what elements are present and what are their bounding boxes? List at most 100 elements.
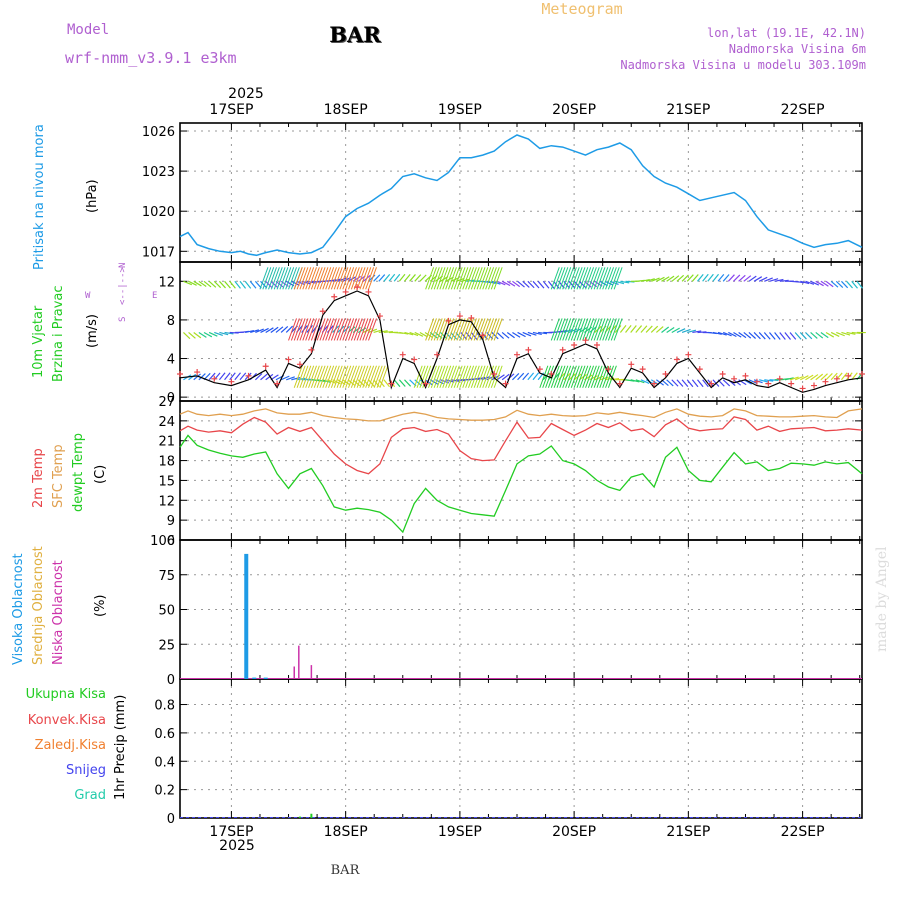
wind-ytick-label: 8: [167, 314, 175, 329]
cloud-ytick-label: 0: [167, 673, 175, 688]
gust-marker: [525, 346, 532, 353]
wind-arrow: [208, 280, 217, 288]
wind-hatch: [353, 267, 363, 290]
wind-arrow: [619, 325, 627, 333]
gust-marker: [742, 372, 749, 379]
gust-marker: [811, 382, 818, 389]
wind-hatch: [305, 267, 315, 290]
gust-marker: [422, 380, 429, 387]
gust-marker: [211, 375, 218, 382]
wind-arrow: [815, 331, 824, 339]
pressure-ylabel: Pritisak na nivou mora: [32, 124, 47, 270]
wind-hatch: [473, 365, 483, 388]
wind-arrow: [764, 277, 773, 282]
wind-hatch: [430, 267, 440, 290]
precip-bar: [310, 813, 313, 818]
gust-marker: [319, 308, 326, 315]
wind-hatch: [293, 267, 303, 290]
wind-hatch: [579, 365, 589, 388]
wind-arrow: [779, 332, 786, 340]
wind-arrow: [578, 280, 587, 288]
bottom-day-label: 20SEP: [552, 824, 596, 840]
wind-arrow: [712, 331, 722, 335]
gust-marker: [376, 313, 383, 320]
wind-hatch: [299, 267, 309, 290]
wind-hatch: [562, 318, 572, 341]
gust-marker: [859, 370, 865, 377]
wind-hatch-band: [539, 365, 617, 388]
compass-n: N: [118, 263, 128, 268]
wind-arrow: [445, 379, 455, 383]
wind-arrow: [466, 279, 476, 282]
gust-marker: [673, 356, 680, 363]
wind-arrow: [424, 379, 433, 386]
bottom-day-label: 22SEP: [781, 824, 825, 840]
wind-arrow: [362, 379, 370, 387]
wind-hatch: [559, 267, 569, 290]
wind-hatch: [473, 318, 483, 341]
wind-arrow: [599, 376, 609, 381]
cloud-ytick-label: 75: [158, 569, 175, 584]
gust-marker: [456, 313, 463, 320]
wind-arrow: [296, 377, 306, 381]
wind-arrow: [835, 280, 844, 288]
wind-hatch: [276, 267, 286, 290]
wind-hatch: [290, 267, 300, 290]
wind-hatch: [610, 267, 620, 290]
wind-hatch: [562, 365, 572, 388]
legend-snow: Snijeg: [66, 763, 106, 778]
wind-hatch: [570, 318, 580, 341]
precip-ytick-label: 0.6: [154, 727, 175, 742]
wind-arrow: [830, 372, 838, 381]
wind-hatch: [607, 318, 617, 341]
wind-arrow: [830, 331, 840, 337]
wind-arrow: [393, 273, 401, 282]
wind-hatch: [325, 365, 335, 388]
wind-hatch: [599, 318, 609, 341]
wind-hatch: [356, 267, 366, 290]
gust-marker: [651, 380, 658, 387]
wind-arrow: [470, 332, 478, 340]
gust-marker: [708, 380, 715, 387]
wind-arrow: [748, 379, 758, 384]
wind-arrow: [537, 280, 545, 289]
wind-hatch: [462, 365, 472, 388]
wind-arrow: [229, 372, 236, 381]
wind-arrow: [188, 373, 197, 381]
wind-arrow: [691, 274, 699, 282]
gust-marker: [342, 288, 349, 295]
wind-hatch: [467, 267, 477, 290]
wind-hatch: [345, 267, 355, 290]
wind-arrow: [758, 332, 766, 340]
wind-arrow: [789, 332, 797, 340]
wind-arrow: [640, 379, 650, 384]
gust-marker: [399, 351, 406, 358]
wind-hatch: [596, 365, 606, 388]
wind-arrow: [825, 372, 833, 381]
wind-arrow: [224, 372, 231, 381]
wind-arrow: [625, 325, 632, 333]
compass-s: S: [118, 317, 128, 322]
wind-arrow: [558, 372, 566, 381]
wind-hatch: [450, 267, 460, 290]
precip-panel: 0 0.2 0.4 0.6 0.8: [154, 678, 863, 827]
wind-arrow: [224, 331, 234, 335]
legend-hail: Grad: [74, 788, 106, 803]
wind-arrow: [203, 280, 212, 288]
wind-arrow: [188, 280, 197, 286]
wind-hatch: [328, 365, 337, 388]
wind-arrow: [249, 280, 257, 289]
gust-marker: [616, 380, 623, 387]
wind-arrow: [347, 379, 356, 386]
wind-arrow: [291, 377, 301, 381]
wind-hatch: [299, 365, 309, 388]
wind-arrow: [399, 331, 409, 335]
wind-arrow: [208, 372, 216, 381]
wind-hatch: [442, 365, 452, 388]
wind-hatch: [590, 267, 600, 290]
wind-hatch: [365, 365, 375, 388]
wind-arrow: [820, 280, 829, 287]
wind-ylabel: 10m Vjetar: [31, 305, 46, 378]
wind-arrow: [383, 330, 393, 334]
temperature-ytick-label: 18: [158, 455, 175, 470]
